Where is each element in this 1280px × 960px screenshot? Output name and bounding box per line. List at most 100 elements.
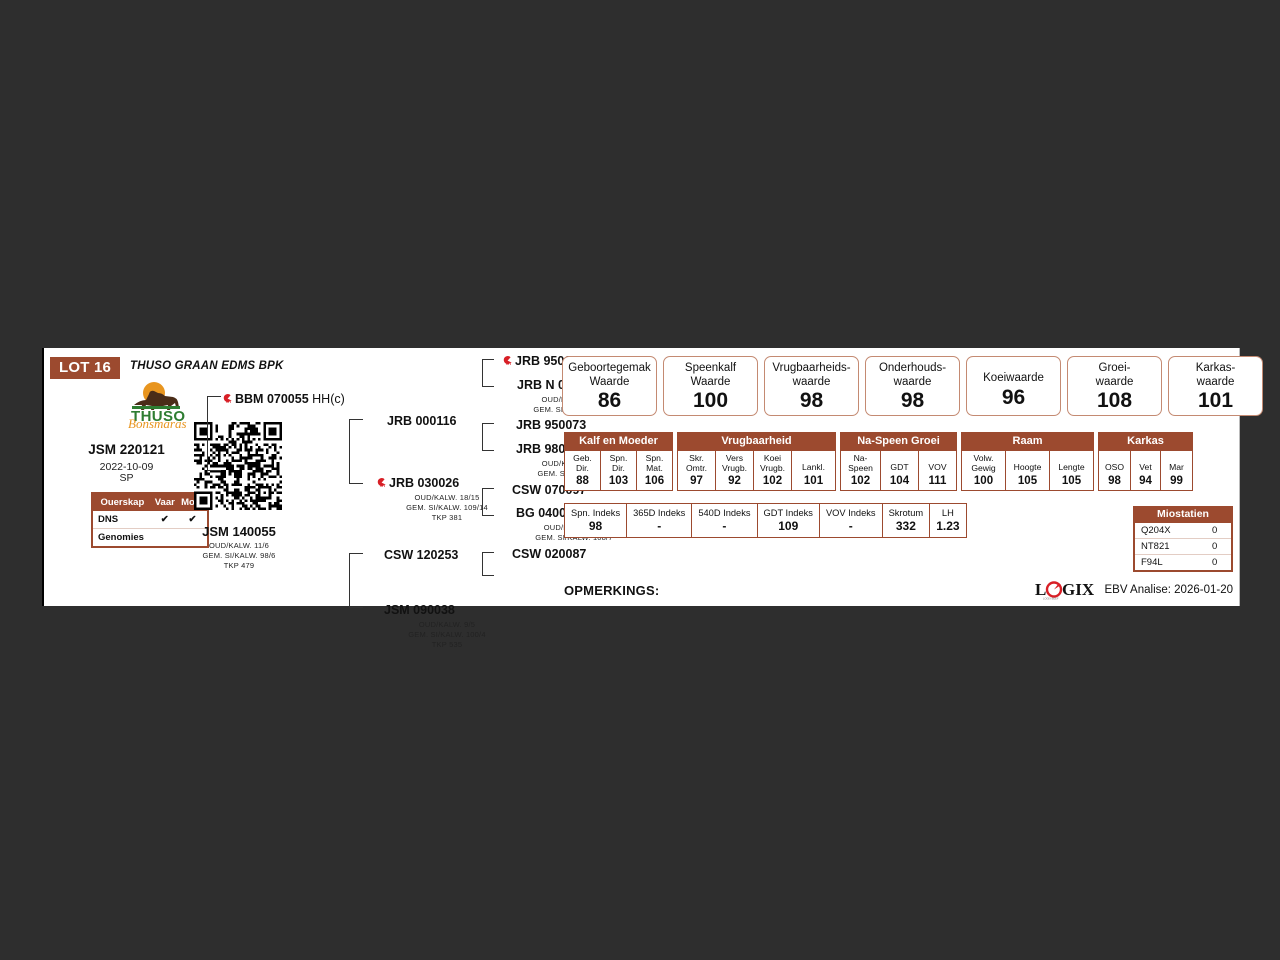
table-header-row: Ouerskap Vaar Moer bbox=[92, 493, 208, 511]
ebv-col-label: Spn. Mat. bbox=[636, 449, 673, 475]
ebv-col-label: Lengte bbox=[1049, 449, 1094, 475]
value-box-number: 98 bbox=[799, 389, 824, 413]
ebv-col-label: Koei Vrugb. bbox=[753, 449, 792, 475]
dam-stat-tkp: TKP 479 bbox=[223, 561, 255, 571]
index-label: LH bbox=[929, 503, 967, 519]
ebv-col-value: 97 bbox=[677, 474, 716, 491]
value-box-number: 98 bbox=[900, 389, 925, 413]
ebv-col-label: Volw. Gewig bbox=[961, 449, 1006, 475]
ebv-col-value: 101 bbox=[791, 474, 836, 491]
index-label: GDT Indeks bbox=[756, 503, 820, 519]
row-label-dns: DNS bbox=[92, 511, 152, 529]
value-box-label: Koeiwaarde bbox=[983, 372, 1044, 384]
left-panel: LOT 16 THUSO GRAAN EDMS BPK THUSO Bonsma… bbox=[44, 348, 345, 606]
sire-suffix: HH(c) bbox=[312, 392, 345, 406]
value-box-number: 100 bbox=[692, 389, 729, 413]
value-box-label: Onderhouds-waarde bbox=[878, 362, 947, 388]
bracket-gen3-b bbox=[482, 423, 494, 451]
ebv-col-value: 104 bbox=[880, 474, 919, 491]
qr-code-canvas[interactable] bbox=[194, 422, 282, 510]
svg-text:GT: GT bbox=[226, 399, 232, 404]
svg-text:L: L bbox=[1035, 580, 1046, 599]
ebv-col-label: Spn. Dir. bbox=[600, 449, 637, 475]
pedigree-gen2-3: JSM 090038 bbox=[384, 603, 455, 617]
row-label-genomies: Genomies bbox=[92, 528, 152, 547]
footer-right: L GIX LOGIX BEEF EBV Analise: 2026-01-20 bbox=[1035, 580, 1233, 600]
composite-value-boxes: Geboortegemak Waarde 86 Speenkalf Waarde 100 V… bbox=[562, 356, 1263, 416]
ebv-col-value: 98 bbox=[1098, 474, 1131, 491]
svg-text:GT: GT bbox=[380, 483, 386, 488]
table-row: F94L 0 bbox=[1134, 554, 1232, 571]
ebv-main-table: Kalf en Moeder Vrugbaarheid Na-Speen Groei… bbox=[564, 432, 1193, 491]
ebv-group-title: Raam bbox=[961, 432, 1094, 451]
value-box-4: Koeiwaarde 96 bbox=[966, 356, 1061, 416]
gt-logix-icon: GT bbox=[502, 355, 513, 366]
ebv-col-label: Mar bbox=[1160, 449, 1193, 475]
dam-stats: OUD/KALW. 11/6 GEM. SI/KALW. 98/6 TKP 47… bbox=[154, 541, 324, 571]
ebv-col-value: 105 bbox=[1005, 474, 1050, 491]
index-value-row: 98- -109-332 1.23 bbox=[563, 519, 967, 538]
svg-text:GIX: GIX bbox=[1062, 580, 1095, 599]
parentage-verification-table: Ouerskap Vaar Moer DNS ✔ ✔ Genomies bbox=[91, 492, 209, 548]
value-box-label: Speenkalf Waarde bbox=[684, 362, 737, 388]
index-value: - bbox=[626, 519, 693, 538]
value-box-number: 108 bbox=[1096, 389, 1133, 413]
ebv-col-value: 99 bbox=[1160, 474, 1193, 491]
ebv-value-row: 88 103 106 97 92 102 101 102 104 111 100 105 105 98 94… bbox=[564, 474, 1193, 491]
qr-code[interactable] bbox=[194, 422, 282, 510]
col-vaar: Vaar bbox=[151, 493, 178, 511]
animal-status: SP bbox=[119, 472, 134, 484]
gt-logix-icon: GT bbox=[222, 393, 233, 404]
ebv-label-row: Geb. Dir. Spn. Dir. Spn. Mat. Skr. Omtr. Vers Vru… bbox=[564, 449, 1193, 475]
index-label: VOV Indeks bbox=[818, 503, 883, 519]
ebv-col-label: Geb. Dir. bbox=[564, 449, 601, 475]
bracket-gen3-a bbox=[482, 359, 494, 387]
ebv-analysis-date: EBV Analise: 2026-01-20 bbox=[1104, 584, 1233, 596]
thuso-bonsmaras-logo: THUSO Bonsmaras bbox=[112, 378, 200, 431]
ebv-col-value: 111 bbox=[918, 474, 957, 491]
pedigree-gen2-0: JRB 000116 bbox=[387, 414, 457, 428]
sire-entry: GT BBM 070055 HH(c) bbox=[222, 392, 345, 406]
sire-id: BBM 070055 bbox=[235, 392, 309, 406]
value-box-label: Geboortegemak Waarde bbox=[568, 362, 651, 388]
index-value: 1.23 bbox=[929, 519, 967, 538]
pedigree-gen2-2: CSW 120253 bbox=[384, 548, 459, 562]
ebv-col-label: GDT bbox=[880, 449, 919, 475]
value-box-number: 101 bbox=[1197, 389, 1234, 413]
ebv-col-label: Hoogte bbox=[1005, 449, 1050, 475]
index-label: 365D Indeks bbox=[626, 503, 693, 519]
value-box-5: Groei-waarde 108 bbox=[1067, 356, 1162, 416]
pedigree-gen2-1: GT JRB 030026 bbox=[376, 476, 459, 490]
table-row: Q204X 0 bbox=[1134, 523, 1232, 539]
ebv-col-value: 103 bbox=[600, 474, 637, 491]
table-row: NT821 0 bbox=[1134, 538, 1232, 555]
ebv-col-label: Vet bbox=[1130, 449, 1161, 475]
ebv-col-value: 102 bbox=[753, 474, 792, 491]
dns-vaar-check-icon: ✔ bbox=[151, 511, 178, 529]
gt-logix-icon: GT bbox=[376, 477, 387, 488]
value-box-3: Onderhouds-waarde 98 bbox=[865, 356, 960, 416]
miostatien-marker: F94L bbox=[1134, 554, 1187, 571]
ebv-group-title: Karkas bbox=[1098, 432, 1193, 451]
svg-text:LOGIX BEEF: LOGIX BEEF bbox=[1043, 597, 1059, 601]
animal-id: JSM 220121 bbox=[88, 442, 165, 457]
table-row: DNS ✔ ✔ bbox=[92, 511, 208, 529]
breeder-name: THUSO GRAAN EDMS BPK bbox=[130, 360, 284, 372]
pedigree-gen3-5: BG 040096 bbox=[516, 506, 580, 520]
value-box-label: Karkas-waarde bbox=[1195, 362, 1236, 388]
opmerkings-label: OPMERKINGS: bbox=[564, 583, 660, 598]
value-box-number: 96 bbox=[1001, 385, 1026, 409]
dam-stat-gem-si-kalw: GEM. SI/KALW. 98/6 bbox=[202, 551, 276, 561]
ebv-col-value: 94 bbox=[1130, 474, 1161, 491]
animal-birthdate: 2022-10-09 bbox=[99, 461, 154, 473]
ebv-col-value: 88 bbox=[564, 474, 601, 491]
value-box-6: Karkas-waarde 101 bbox=[1168, 356, 1263, 416]
value-box-2: Vrugbaarheids-waarde 98 bbox=[764, 356, 859, 416]
ebv-col-label: Skr. Omtr. bbox=[677, 449, 716, 475]
index-label: Skrotum bbox=[881, 503, 931, 519]
ebv-group-title: Na-Speen Groei bbox=[840, 432, 957, 451]
svg-text:GT: GT bbox=[506, 361, 512, 366]
dam-stat-oud-kalw: OUD/KALW. 11/6 bbox=[208, 541, 270, 550]
miostatien-value: 0 bbox=[1186, 523, 1232, 539]
dns-moer-check-icon: ✔ bbox=[177, 511, 208, 529]
